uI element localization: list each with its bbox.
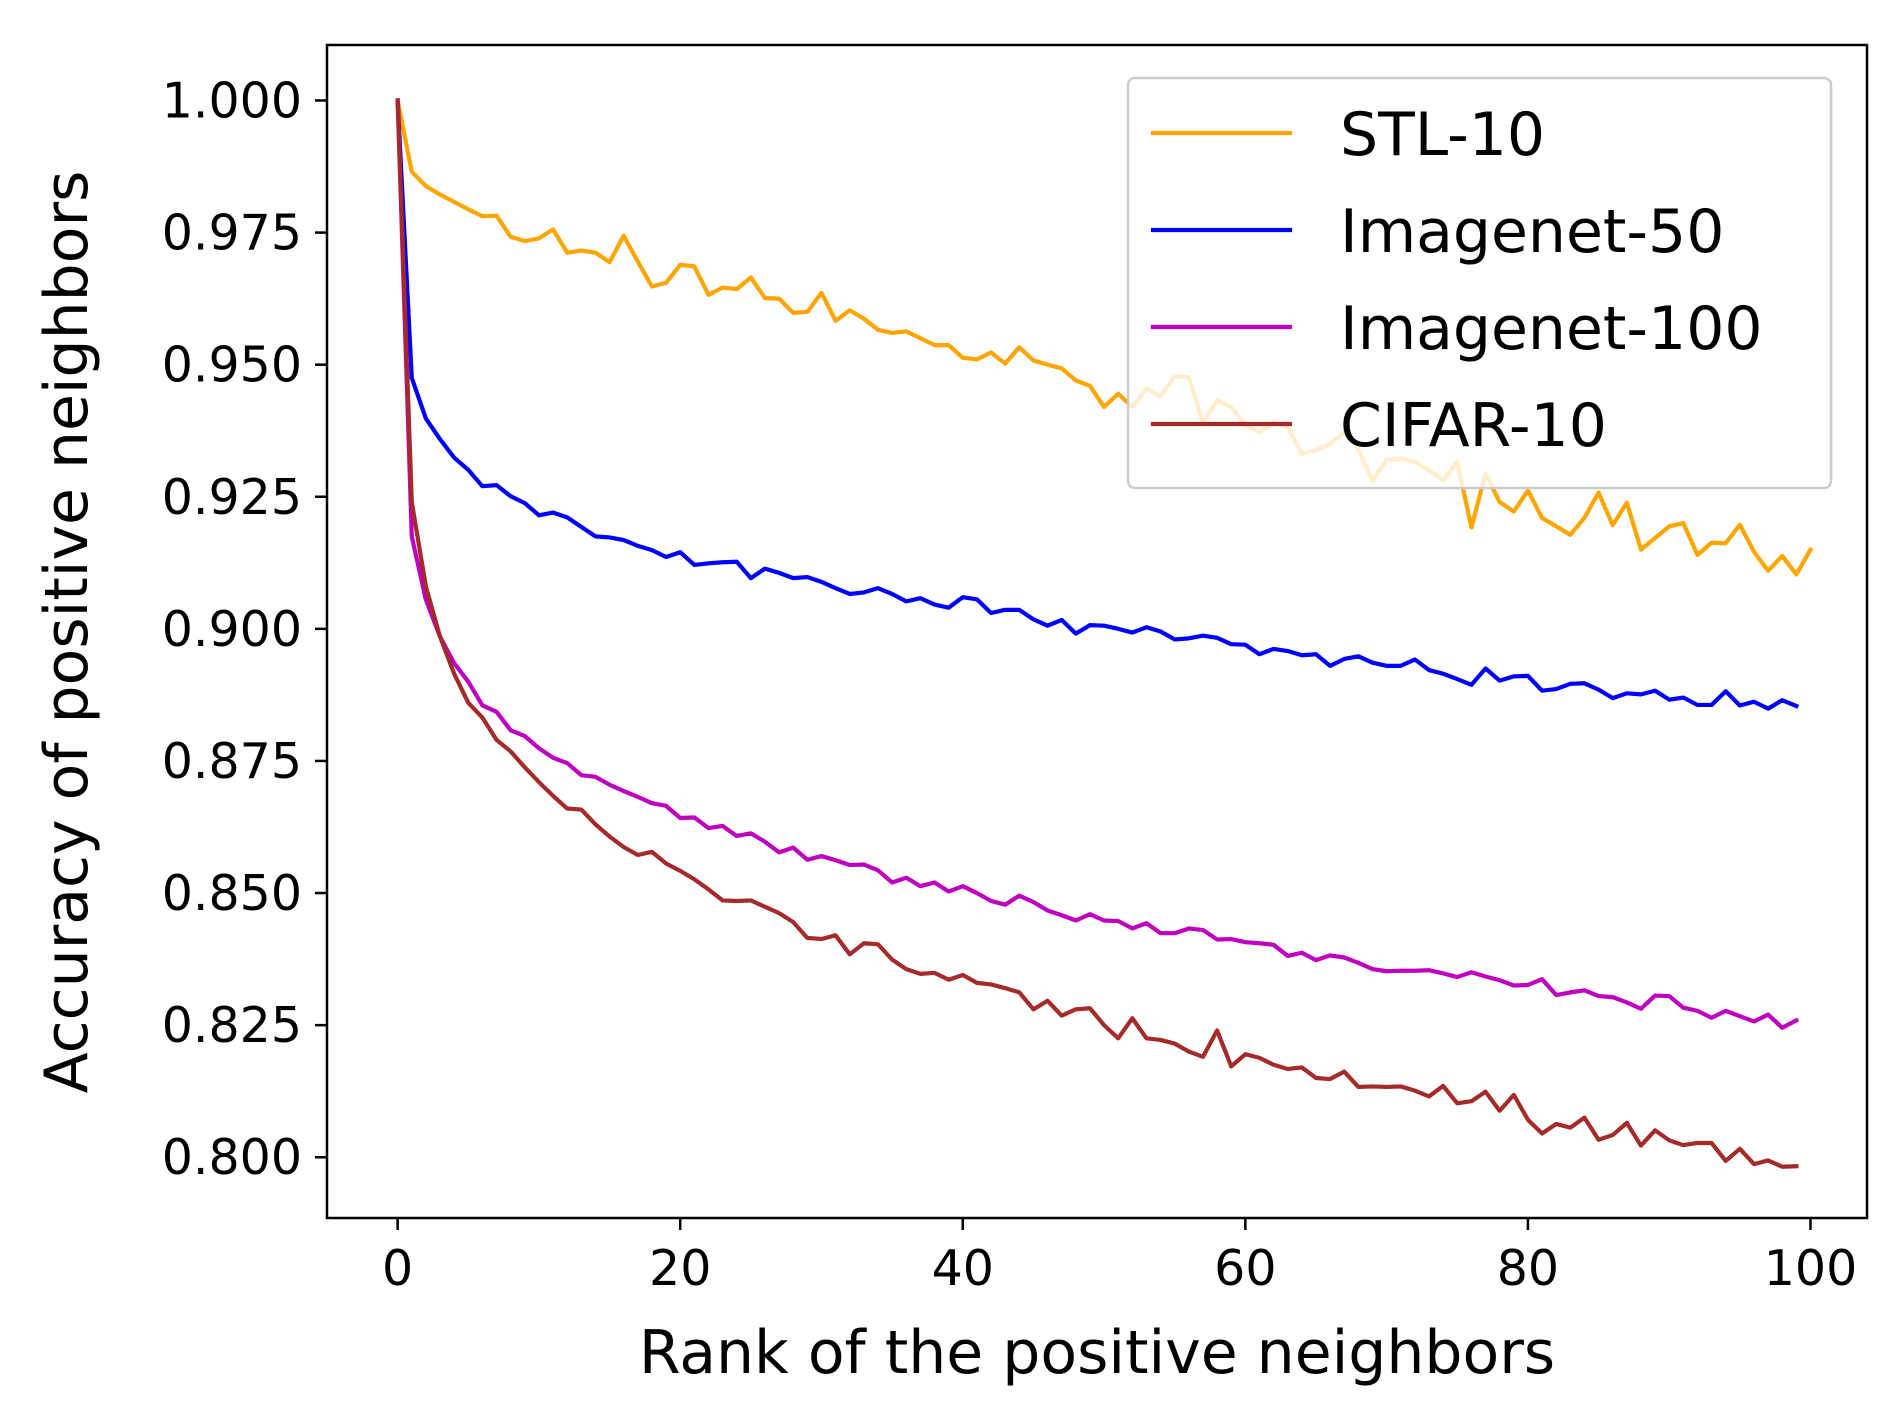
x-tick-label: 40 [932, 1240, 994, 1297]
y-tick-label: 0.975 [162, 205, 302, 262]
x-axis: 0 20 40 60 80 100 [382, 1218, 1857, 1297]
y-axis: 0.800 0.825 0.850 0.875 0.900 0.925 0.950 0.975… [162, 72, 327, 1186]
x-tick-label: 20 [649, 1240, 711, 1297]
x-axis-label: Rank of the positive neighbors [639, 1318, 1555, 1388]
x-tick-label: 0 [382, 1240, 413, 1297]
series-layer [395, 98, 1814, 1169]
y-tick-label: 0.800 [162, 1129, 302, 1186]
y-tick-label: 0.875 [162, 733, 302, 790]
x-tick-label: 100 [1764, 1240, 1858, 1297]
legend-label-stl-10: STL-10 [1340, 100, 1545, 170]
x-tick-label: 60 [1214, 1240, 1276, 1297]
x-tick-label: 80 [1497, 1240, 1559, 1297]
y-tick-label: 0.925 [162, 469, 302, 526]
legend-box [1126, 76, 1833, 490]
y-tick-label: 0.900 [162, 601, 302, 658]
legend: STL-10 Imagenet-50 Imagenet-100 CIFAR-10 [1126, 76, 1833, 490]
y-tick-label: 0.850 [162, 865, 302, 922]
y-tick-label: 0.825 [162, 997, 302, 1054]
y-tick-label: 1.000 [162, 72, 302, 129]
legend-label-imagenet-100: Imagenet-100 [1340, 294, 1763, 364]
legend-label-imagenet-50: Imagenet-50 [1340, 197, 1724, 267]
y-tick-label: 0.950 [162, 337, 302, 394]
series-line-imagenet-50 [395, 98, 1800, 711]
plot-frame [325, 43, 1869, 1220]
legend-label-cifar-10: CIFAR-10 [1340, 391, 1607, 461]
series-line-imagenet-100 [395, 98, 1800, 1030]
y-axis-label: Accuracy of positive neighbors [32, 171, 102, 1094]
series-line-cifar-10 [395, 98, 1799, 1169]
series-line-stl-10 [395, 98, 1814, 577]
